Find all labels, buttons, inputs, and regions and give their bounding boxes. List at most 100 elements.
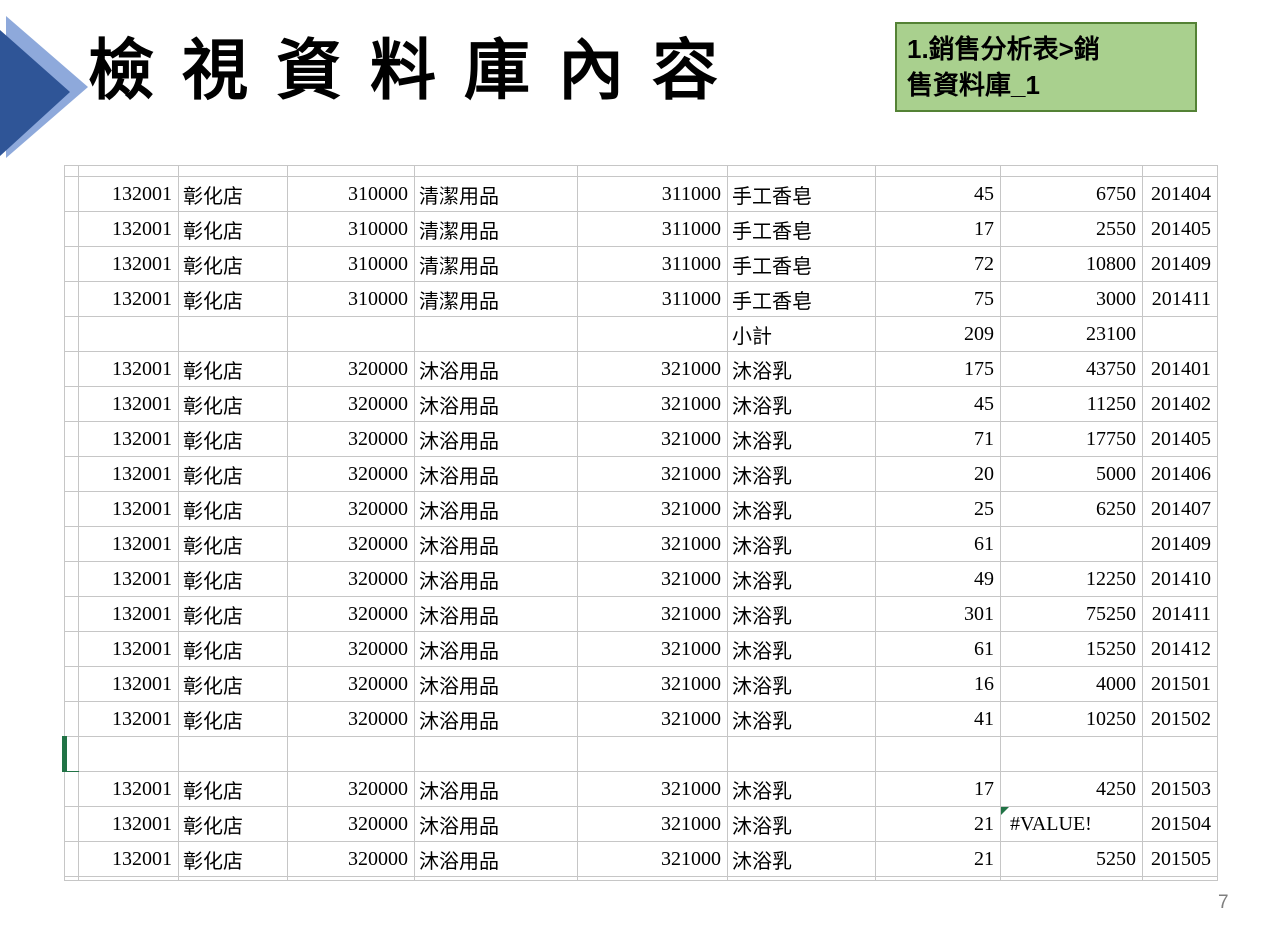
cell-amount: 6250 — [1000, 491, 1143, 527]
cell-store-code — [78, 165, 179, 177]
cell-product-name: 沐浴乳 — [727, 351, 876, 387]
cell-product-code — [577, 165, 728, 177]
cell-category-code: 320000 — [287, 596, 415, 632]
cell-category-name: 沐浴用品 — [414, 351, 578, 387]
table-row-subtotal: 小計 209 23100 — [64, 316, 1218, 352]
cell-category-name: 清潔用品 — [414, 211, 578, 247]
cell-category-name: 清潔用品 — [414, 281, 578, 317]
table-row: 132001 彰化店 320000 沐浴用品 321000 沐浴乳 20 5000 201406 — [64, 456, 1218, 492]
cell-store-code: 132001 — [78, 771, 179, 807]
cell-amount — [1000, 165, 1143, 177]
cell-store-code: 132001 — [78, 561, 179, 597]
cell-product-name: 沐浴乳 — [727, 631, 876, 667]
cell-store-name: 彰化店 — [178, 176, 288, 212]
row-stub-cell — [64, 876, 79, 881]
cell-quantity: 49 — [875, 561, 1001, 597]
cell-period: 201502 — [1142, 701, 1218, 737]
cell-product-code: 321000 — [577, 456, 728, 492]
row-stub-cell — [64, 701, 79, 737]
cell-period: 201401 — [1142, 351, 1218, 387]
cell-product-name: 沐浴乳 — [727, 526, 876, 562]
cell-category-name — [414, 736, 578, 772]
row-stub-cell — [64, 165, 79, 177]
table-row: 132001 彰化店 320000 沐浴用品 321000 沐浴乳 41 10250 20150… — [64, 701, 1218, 737]
cell-product-name: 沐浴乳 — [727, 596, 876, 632]
cell-period — [1142, 736, 1218, 772]
cell-store-code: 132001 — [78, 526, 179, 562]
cell-product-name — [727, 736, 876, 772]
cell-quantity: 61 — [875, 631, 1001, 667]
cell-product-name: 小計 — [727, 316, 876, 352]
cell-store-name — [178, 876, 288, 881]
cell-quantity: 45 — [875, 176, 1001, 212]
cell-store-name: 彰化店 — [178, 806, 288, 842]
cell-store-name: 彰化店 — [178, 491, 288, 527]
cell-product-name: 手工香皂 — [727, 246, 876, 282]
cell-category-code: 320000 — [287, 701, 415, 737]
cell-quantity: 45 — [875, 386, 1001, 422]
cell-store-code: 132001 — [78, 701, 179, 737]
cell-product-code: 321000 — [577, 806, 728, 842]
cell-amount: 3000 — [1000, 281, 1143, 317]
cell-category-code: 320000 — [287, 491, 415, 527]
cell-quantity: 21 — [875, 841, 1001, 877]
cell-period: 201406 — [1142, 456, 1218, 492]
cell-product-name: 沐浴乳 — [727, 386, 876, 422]
cell-product-code: 311000 — [577, 211, 728, 247]
row-stub-cell — [64, 351, 79, 387]
cell-period: 201501 — [1142, 666, 1218, 702]
cell-category-code: 320000 — [287, 351, 415, 387]
page-number: 7 — [1218, 892, 1229, 913]
cell-amount — [1000, 876, 1143, 881]
cell-product-name: 沐浴乳 — [727, 771, 876, 807]
cell-product-code: 321000 — [577, 526, 728, 562]
cell-category-code — [287, 165, 415, 177]
cell-amount: 15250 — [1000, 631, 1143, 667]
cell-quantity: 72 — [875, 246, 1001, 282]
cell-store-code: 132001 — [78, 211, 179, 247]
page-title: 檢視資料庫內容 — [88, 33, 746, 107]
table-row: 132001 彰化店 310000 清潔用品 311000 手工香皂 45 6750 20140… — [64, 176, 1218, 212]
cell-amount: 4250 — [1000, 771, 1143, 807]
cell-store-code: 132001 — [78, 176, 179, 212]
cell-category-name — [414, 316, 578, 352]
cell-period: 201504 — [1142, 806, 1218, 842]
cell-category-name: 沐浴用品 — [414, 456, 578, 492]
cell-period — [1142, 165, 1218, 177]
cell-product-name: 沐浴乳 — [727, 456, 876, 492]
table-row: 132001 彰化店 320000 沐浴用品 321000 沐浴乳 21 #VALUE! 201… — [64, 806, 1218, 842]
cell-amount: 5250 — [1000, 841, 1143, 877]
cell-product-name: 手工香皂 — [727, 281, 876, 317]
cell-quantity — [875, 165, 1001, 177]
cell-period — [1142, 876, 1218, 881]
cell-period: 201411 — [1142, 596, 1218, 632]
row-stub-cell — [64, 456, 79, 492]
cell-category-name: 沐浴用品 — [414, 561, 578, 597]
cell-store-name — [178, 165, 288, 177]
cell-store-code — [78, 876, 179, 881]
cell-amount: 17750 — [1000, 421, 1143, 457]
cell-product-name: 沐浴乳 — [727, 701, 876, 737]
cell-store-name: 彰化店 — [178, 526, 288, 562]
table-row: 132001 彰化店 320000 沐浴用品 321000 沐浴乳 45 11250 20140… — [64, 386, 1218, 422]
cell-product-name — [727, 165, 876, 177]
cell-category-code: 310000 — [287, 281, 415, 317]
cell-period: 201412 — [1142, 631, 1218, 667]
table-row: 132001 彰化店 320000 沐浴用品 321000 沐浴乳 49 12250 20141… — [64, 561, 1218, 597]
table-row: 132001 彰化店 320000 沐浴用品 321000 沐浴乳 16 4000 201501 — [64, 666, 1218, 702]
cell-product-code: 321000 — [577, 596, 728, 632]
cell-product-code: 321000 — [577, 631, 728, 667]
table-row: 132001 彰化店 320000 沐浴用品 321000 沐浴乳 71 17750 20140… — [64, 421, 1218, 457]
table-row: 132001 彰化店 320000 沐浴用品 321000 沐浴乳 25 6250 201407 — [64, 491, 1218, 527]
cell-product-name: 沐浴乳 — [727, 491, 876, 527]
row-stub-cell — [64, 246, 79, 282]
table-row: 132001 彰化店 320000 沐浴用品 321000 沐浴乳 21 5250 201505 — [64, 841, 1218, 877]
callout-box: 1.銷售分析表>銷 售資料庫_1 — [895, 22, 1197, 112]
cell-store-code: 132001 — [78, 631, 179, 667]
cell-store-code: 132001 — [78, 596, 179, 632]
cell-product-code — [577, 316, 728, 352]
db-table-body: 132001 彰化店 310000 清潔用品 311000 手工香皂 45 6750 20140… — [62, 165, 1218, 881]
cell-product-name: 沐浴乳 — [727, 421, 876, 457]
cell-store-code: 132001 — [78, 351, 179, 387]
